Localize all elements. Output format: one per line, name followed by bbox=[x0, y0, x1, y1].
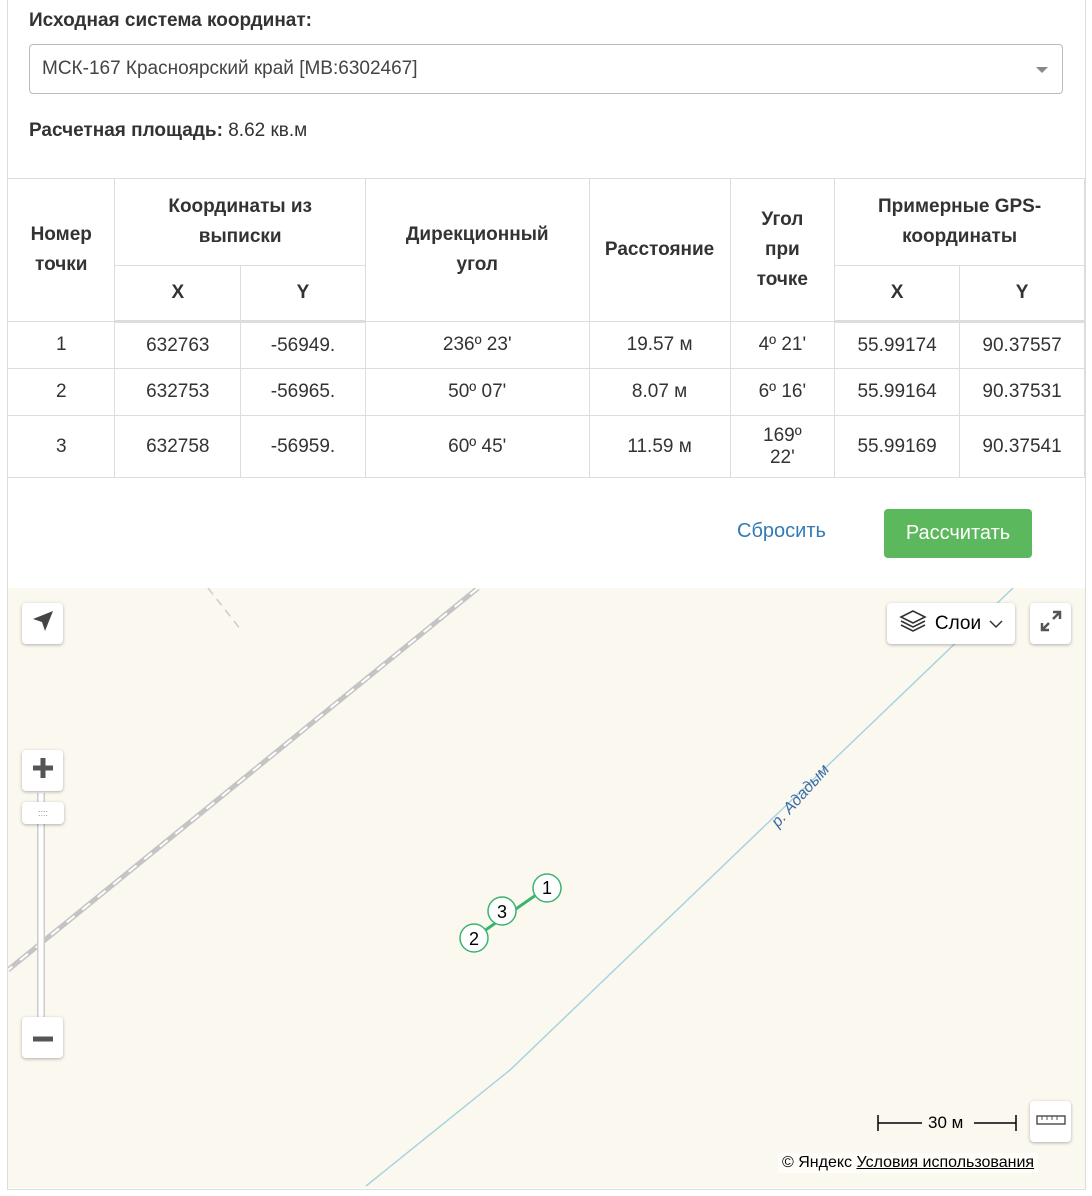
header-gps-x: X bbox=[834, 265, 961, 323]
scale-label: 30 м bbox=[928, 1113, 964, 1132]
cell-dir: 50º 07' bbox=[364, 368, 590, 416]
copyright-text: © Яндекс bbox=[782, 1154, 853, 1171]
header-gps-y: Y bbox=[959, 265, 1085, 323]
marker-3[interactable]: 3 bbox=[487, 896, 517, 926]
cell-corner: 6º 16' bbox=[729, 368, 836, 416]
plus-icon bbox=[32, 757, 54, 784]
map[interactable]: р. Ададым 1 3 2 Слои :::: bbox=[8, 588, 1085, 1188]
coordinates-table: Номер точки Координаты из выписки Дирекц… bbox=[6, 178, 1085, 478]
reset-button[interactable]: Сбросить bbox=[737, 520, 826, 542]
calculate-button[interactable]: Рассчитать bbox=[884, 509, 1032, 558]
cell-gx: 55.99169 bbox=[834, 415, 961, 478]
cell-corner: 4º 21' bbox=[729, 321, 836, 369]
terms-link[interactable]: Условия использования bbox=[856, 1154, 1035, 1171]
cell-x: 632753 bbox=[114, 368, 242, 416]
cell-n: 1 bbox=[6, 321, 116, 369]
ruler-button[interactable] bbox=[1030, 1101, 1071, 1142]
layers-button[interactable]: Слои bbox=[887, 603, 1015, 644]
zoom-out-button[interactable] bbox=[22, 1017, 63, 1058]
river-label: р. Ададым bbox=[768, 761, 833, 831]
zoom-slider-handle[interactable]: :::: bbox=[22, 802, 64, 824]
table-row: 1 632763 -56949. 236º 23' 19.57 м 4º 21' 55.99… bbox=[6, 321, 1085, 369]
header-y: Y bbox=[240, 265, 366, 323]
map-copyright: © Яндекс Условия использования bbox=[778, 1153, 1039, 1173]
cell-gy: 90.37541 bbox=[959, 415, 1085, 478]
chevron-down-icon bbox=[989, 613, 1003, 635]
cell-gx: 55.99174 bbox=[834, 321, 961, 369]
table-row: 3 632758 -56959. 60º 45' 11.59 м 169º 22' 55.9… bbox=[6, 415, 1085, 478]
cell-gy: 90.37531 bbox=[959, 368, 1085, 416]
zoom-in-button[interactable] bbox=[22, 750, 63, 791]
svg-text:2: 2 bbox=[469, 929, 479, 949]
crs-select[interactable]: МСК-167 Красноярский край [МВ:6302467] bbox=[29, 44, 1063, 94]
layers-label: Слои bbox=[934, 612, 982, 634]
cell-x: 632758 bbox=[114, 415, 242, 478]
navigation-arrow-icon bbox=[32, 610, 54, 637]
expand-icon bbox=[1039, 609, 1063, 638]
crs-select-value: МСК-167 Красноярский край [МВ:6302467] bbox=[42, 58, 418, 79]
header-x: X bbox=[114, 265, 242, 323]
cell-gx: 55.99164 bbox=[834, 368, 961, 416]
svg-text:1: 1 bbox=[542, 878, 552, 898]
marker-2[interactable]: 2 bbox=[459, 923, 489, 953]
crs-label: Исходная система координат: bbox=[29, 10, 312, 31]
fullscreen-button[interactable] bbox=[1030, 603, 1071, 644]
cell-corner: 169º 22' bbox=[729, 415, 836, 478]
map-canvas: р. Ададым 1 3 2 bbox=[8, 588, 1014, 1187]
cell-n: 2 bbox=[6, 368, 116, 416]
header-distance: Расстояние bbox=[588, 178, 731, 322]
cell-dist: 19.57 м bbox=[588, 321, 731, 369]
header-point: Номер точки bbox=[6, 178, 116, 322]
area-label: Расчетная площадь: bbox=[29, 120, 223, 141]
header-gps: Примерные GPS-координаты bbox=[834, 178, 1085, 266]
map-scale: 30 м bbox=[870, 1113, 1018, 1133]
table-row: 2 632753 -56965. 50º 07' 8.07 м 6º 16' 55.9916… bbox=[6, 368, 1085, 416]
cell-dir: 60º 45' bbox=[364, 415, 590, 478]
cell-y: -56965. bbox=[240, 368, 366, 416]
cell-dir: 236º 23' bbox=[364, 321, 590, 369]
area-text: Расчетная площадь: 8.62 кв.м bbox=[29, 120, 307, 142]
cell-n: 3 bbox=[6, 415, 116, 478]
cell-dist: 8.07 м bbox=[588, 368, 731, 416]
map-path bbox=[207, 588, 242, 631]
form-panel bbox=[7, 0, 1086, 1190]
marker-1[interactable]: 1 bbox=[532, 873, 562, 903]
cell-gy: 90.37557 bbox=[959, 321, 1085, 369]
layers-icon bbox=[899, 609, 927, 639]
cell-y: -56959. bbox=[240, 415, 366, 478]
minus-icon bbox=[32, 1029, 54, 1047]
geolocation-button[interactable] bbox=[22, 603, 63, 644]
ruler-icon bbox=[1035, 1113, 1066, 1131]
chevron-down-icon bbox=[1036, 67, 1048, 73]
svg-text:3: 3 bbox=[497, 902, 507, 922]
header-angle: Дирекционный угол bbox=[364, 178, 590, 322]
area-value: 8.62 кв.м bbox=[228, 120, 308, 141]
cell-x: 632763 bbox=[114, 321, 242, 369]
cell-y: -56949. bbox=[240, 321, 366, 369]
river-line bbox=[365, 588, 1014, 1187]
header-coords: Координаты из выписки bbox=[114, 178, 366, 266]
cell-dist: 11.59 м bbox=[588, 415, 731, 478]
header-corner: Угол при точке bbox=[729, 178, 836, 322]
